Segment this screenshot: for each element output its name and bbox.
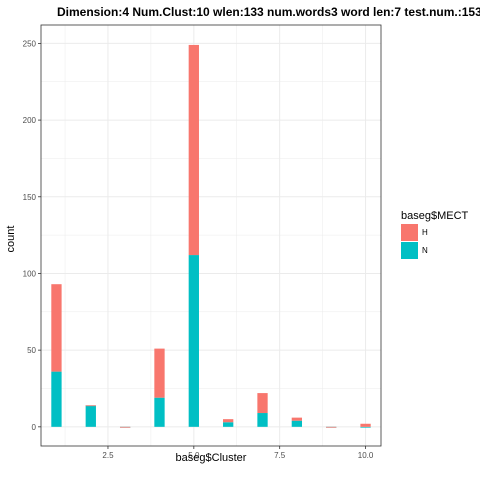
y-tick-label: 200: [23, 116, 37, 125]
legend-title: baseg$MECT: [401, 210, 469, 222]
bar-N-8: [291, 420, 303, 427]
x-tick-label: 7.5: [274, 451, 286, 460]
bar-N-2: [85, 405, 96, 427]
y-tick-label: 0: [32, 423, 37, 432]
bar-H-2: [85, 405, 96, 407]
bar-N-1: [51, 371, 62, 427]
bar-marks: [51, 44, 371, 428]
bar-H-9: [326, 426, 337, 428]
chart-title: Dimension:4 Num.Clust:10 wlen:133 num.wo…: [57, 5, 480, 19]
x-tick-label: 10.0: [358, 451, 374, 460]
x-axis-label: baseg$Cluster: [176, 452, 247, 464]
y-tick-label: 100: [23, 269, 37, 278]
x-axis: 2.5 5.0 7.5 10.0: [102, 446, 374, 460]
bar-N-6: [223, 422, 234, 427]
legend-label-H: H: [422, 228, 428, 237]
x-tick-label: 5.0: [188, 451, 200, 460]
bar-N-7: [257, 413, 268, 427]
y-tick-label: 50: [27, 346, 36, 355]
y-tick-label: 250: [23, 39, 37, 48]
legend-label-N: N: [422, 246, 428, 255]
legend-key-N: [401, 242, 418, 259]
bar-H-8: [291, 417, 303, 421]
bar-H-10: [360, 423, 371, 427]
panel-border: [40, 24, 382, 447]
x-tick-label: 2.5: [102, 451, 114, 460]
plot-panel: [41, 25, 381, 446]
bar-H-6: [223, 419, 234, 423]
y-axis: 0 50 100 150 200 250: [23, 39, 41, 432]
bar-H-4: [154, 348, 165, 398]
bar-H-7: [257, 393, 268, 414]
grid-lines: [41, 25, 381, 446]
bar-N-4: [154, 397, 165, 427]
bar-H-3: [119, 426, 131, 428]
bar-N-10: [360, 426, 371, 428]
bar-H-5: [188, 44, 199, 256]
bar-H-1: [51, 284, 62, 372]
legend-key-H: [401, 224, 418, 241]
legend: baseg$MECT HN: [401, 210, 469, 259]
y-axis-label: count: [5, 226, 17, 253]
bar-N-5: [188, 255, 199, 427]
y-tick-label: 150: [23, 193, 37, 202]
